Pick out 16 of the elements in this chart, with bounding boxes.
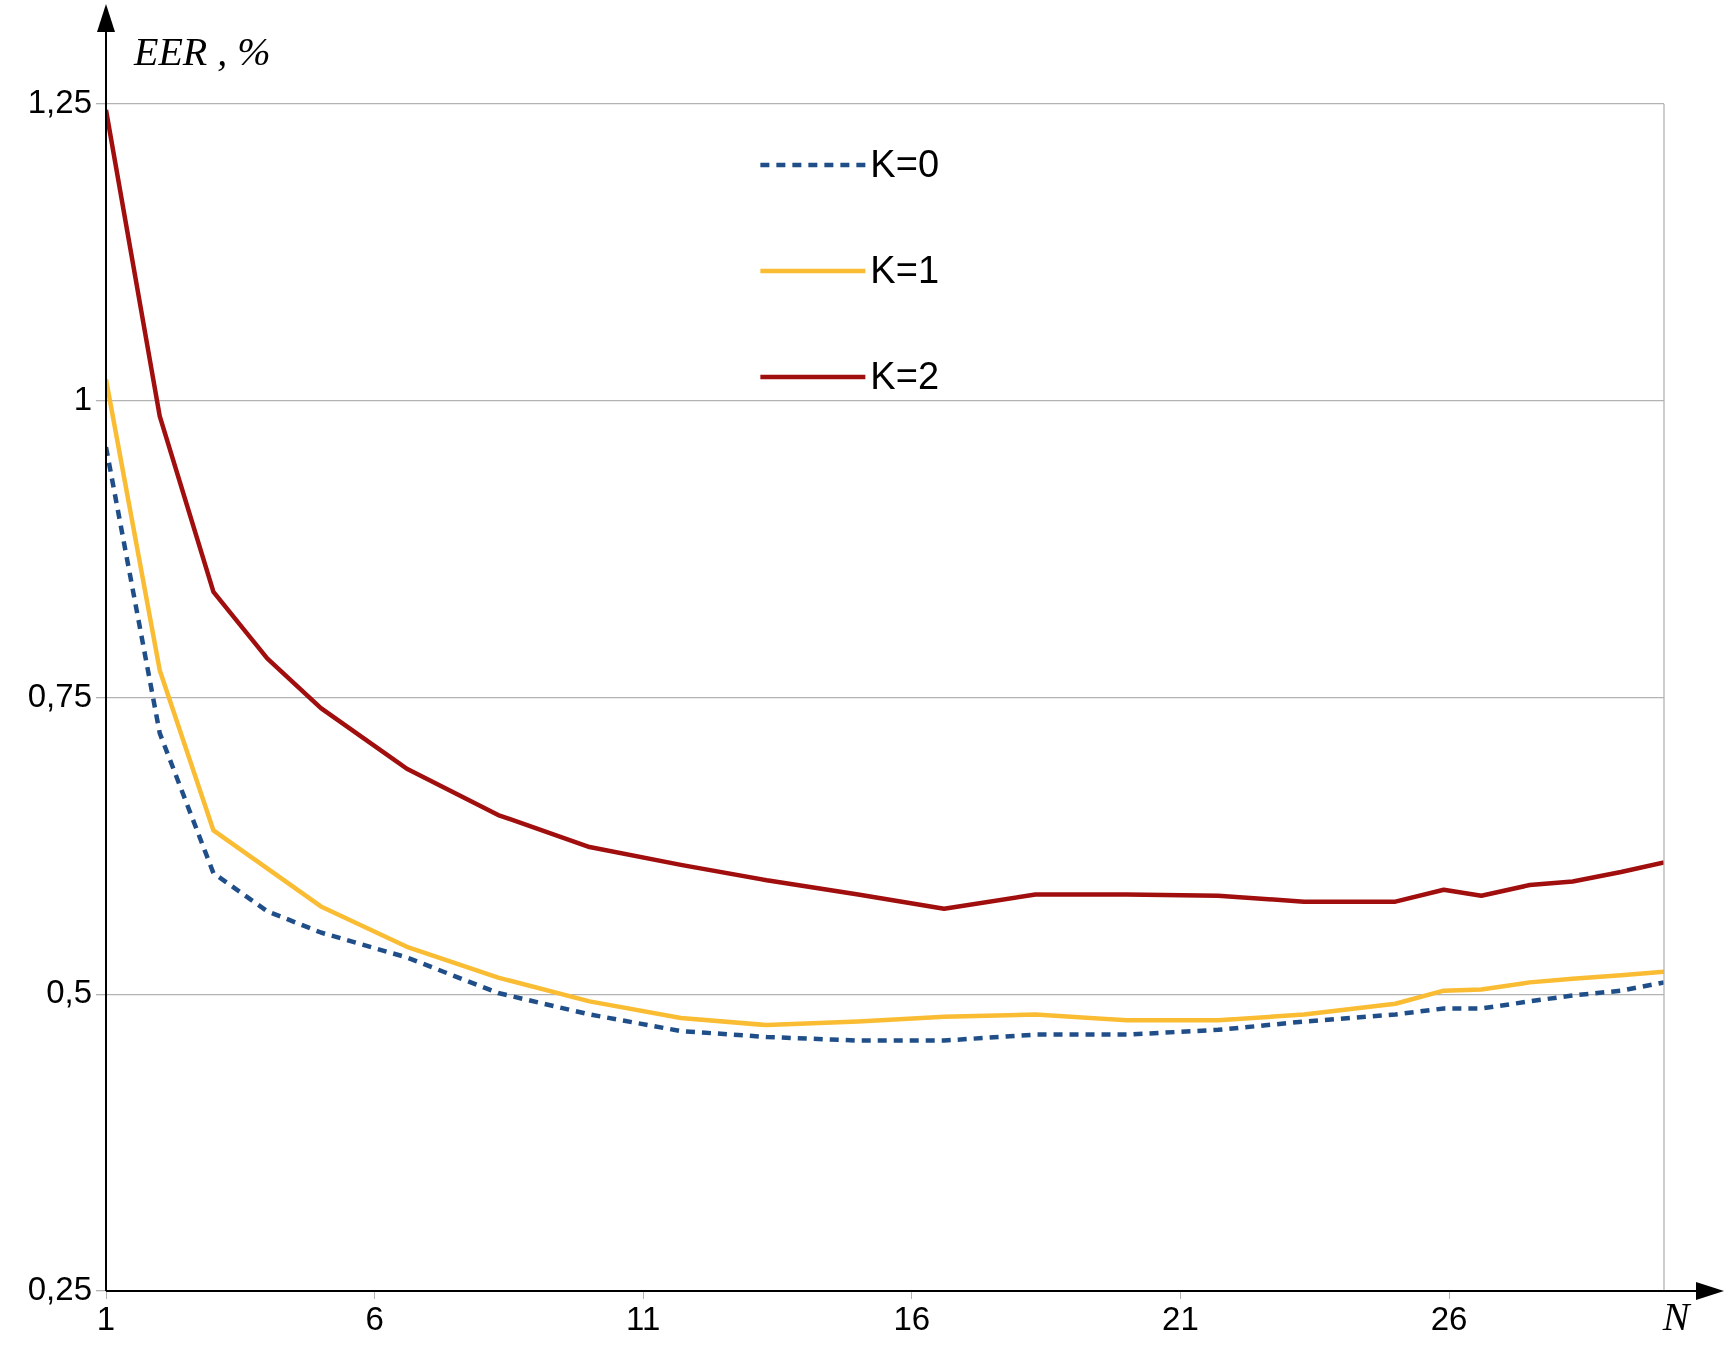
x-tick-label: 11 — [626, 1299, 661, 1337]
x-tick-label: 16 — [893, 1299, 931, 1337]
x-axis-title: N — [1661, 1293, 1692, 1339]
legend-label: K=1 — [870, 249, 940, 292]
x-tick-label: 21 — [1162, 1299, 1199, 1337]
y-tick-label: 0,5 — [46, 973, 92, 1011]
x-tick-label: 6 — [365, 1299, 384, 1337]
y-tick-label: 1,25 — [27, 83, 92, 121]
x-tick-label: 1 — [96, 1299, 116, 1337]
y-tick-label: 1 — [73, 379, 92, 417]
y-tick-label: 0,25 — [27, 1270, 92, 1308]
y-axis-title: EER , % — [133, 28, 271, 74]
x-tick-label: 26 — [1430, 1299, 1468, 1337]
legend-label: K=0 — [870, 143, 940, 186]
y-tick-label: 0,75 — [27, 676, 92, 714]
legend-label: K=2 — [870, 355, 940, 398]
